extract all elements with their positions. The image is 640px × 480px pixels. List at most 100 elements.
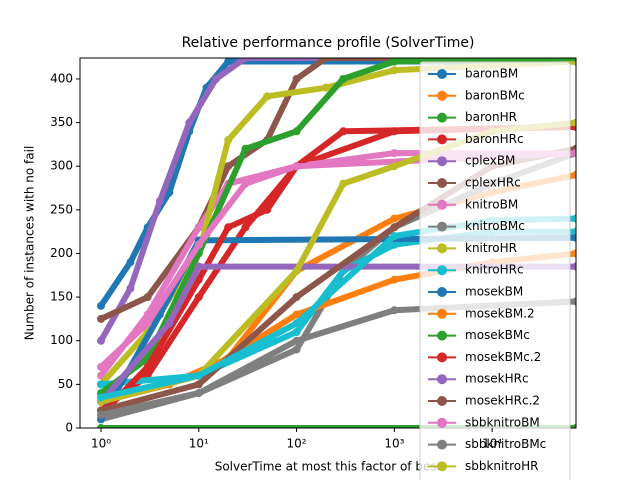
series-marker	[241, 58, 250, 62]
legend-marker	[437, 461, 447, 472]
series-marker	[390, 275, 399, 284]
series-marker	[155, 197, 164, 206]
series-marker	[263, 205, 272, 214]
series-marker	[390, 232, 399, 241]
x-tick-label: 10⁴	[482, 437, 502, 451]
series-marker	[292, 266, 301, 275]
series-marker	[292, 74, 301, 83]
legend-marker	[437, 69, 447, 79]
legend: baronBM baronBMc baronHR baronHRc cplexBM cpl…	[419, 61, 571, 480]
series-marker	[194, 275, 203, 284]
series-line	[98, 150, 576, 370]
legend-marker	[437, 439, 447, 450]
series-marker	[194, 262, 203, 271]
y-tick-label: 50	[58, 377, 73, 391]
legend-label: baronHRc	[465, 132, 524, 146]
series-marker	[212, 74, 221, 83]
series-marker	[292, 293, 301, 302]
legend-label: mosekBMc.2	[465, 350, 541, 364]
series-marker	[292, 336, 301, 345]
series-marker	[143, 293, 152, 302]
legend-marker	[437, 156, 447, 167]
y-tick-label: 400	[50, 71, 73, 85]
legend-label: knitroHRc	[465, 263, 524, 277]
legend-marker	[437, 199, 447, 210]
legend-label: baronHR	[465, 110, 517, 124]
series-marker	[165, 319, 174, 328]
series-marker	[96, 362, 105, 371]
series-marker	[292, 328, 301, 337]
series-marker	[96, 393, 105, 402]
x-tick-label: 10³	[384, 437, 404, 451]
series-marker	[390, 306, 399, 315]
series-marker	[572, 297, 576, 306]
series-marker	[390, 162, 399, 171]
series-marker	[572, 118, 576, 127]
legend-marker	[437, 265, 447, 276]
series-marker	[185, 118, 194, 127]
series-marker	[126, 258, 135, 267]
series-marker	[572, 227, 576, 236]
series-marker	[390, 58, 399, 66]
axes-frame	[79, 57, 577, 429]
series-marker	[194, 240, 203, 249]
legend-marker	[437, 134, 447, 145]
legend-label: knitroBM	[465, 197, 518, 211]
legend-label: mosekHRc.2	[465, 394, 540, 408]
y-axis-label: Number of instances with no fail	[23, 146, 37, 341]
series-marker	[96, 380, 105, 389]
y-tick-label: 250	[50, 202, 73, 216]
legend-label: sbbknitroBMc	[465, 437, 546, 451]
legend-label: knitroBMc	[465, 219, 525, 233]
series-line	[98, 58, 576, 322]
x-tick-label: 10²	[287, 437, 307, 451]
series-line	[98, 58, 576, 309]
series-marker	[572, 149, 576, 158]
series-marker	[241, 223, 250, 232]
y-tick-label: 100	[50, 333, 73, 347]
y-tick-label: 150	[50, 290, 73, 304]
series-marker	[572, 233, 576, 242]
legend-marker	[437, 308, 447, 319]
series-marker	[96, 424, 105, 428]
series-marker	[390, 240, 399, 249]
legend-marker	[437, 178, 447, 188]
legend-label: baronBM	[465, 67, 518, 81]
y-tick-label: 350	[50, 115, 73, 129]
series-marker	[224, 58, 233, 66]
series-marker	[339, 179, 348, 188]
legend-marker	[437, 243, 447, 254]
series-marker	[390, 223, 399, 232]
series-marker	[339, 127, 348, 136]
series-marker	[322, 58, 331, 62]
legend-marker	[437, 112, 447, 123]
series-marker	[572, 249, 576, 258]
series-marker	[194, 389, 203, 398]
legend-label: sbbknitroBM	[465, 415, 540, 429]
legend-marker	[437, 352, 447, 363]
series-marker	[292, 319, 301, 328]
series-marker	[96, 410, 105, 419]
legend-label: cplexBM	[465, 154, 515, 168]
series-marker	[194, 380, 203, 389]
legend-label: mosekBM.2	[465, 306, 535, 320]
legend-label: baronBMc	[465, 88, 525, 102]
series-marker	[292, 345, 301, 354]
legend-box	[419, 61, 571, 480]
series-marker	[143, 319, 152, 328]
series-marker	[322, 83, 331, 92]
x-axis-label: SolverTime at most this factor of best	[215, 460, 442, 474]
legend-label: sbbknitroHR	[465, 459, 538, 473]
series-marker	[241, 144, 250, 153]
legend-label: mosekBMc	[465, 328, 530, 342]
series-line	[98, 123, 576, 418]
legend-marker	[437, 417, 447, 428]
x-tick-label: 10¹	[189, 437, 209, 451]
legend-label: cplexHRc	[465, 176, 521, 190]
series-marker	[263, 92, 272, 101]
legend-label: knitroHR	[465, 241, 517, 255]
legend-marker	[437, 374, 447, 385]
y-tick-label: 0	[65, 421, 73, 435]
series-marker	[292, 127, 301, 136]
